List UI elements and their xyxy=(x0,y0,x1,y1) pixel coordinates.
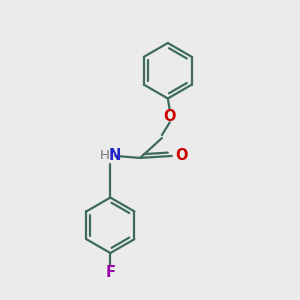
Text: N: N xyxy=(108,148,121,164)
Text: F: F xyxy=(105,266,116,280)
Text: O: O xyxy=(176,148,188,164)
Text: O: O xyxy=(164,109,176,124)
Text: H: H xyxy=(100,149,110,162)
